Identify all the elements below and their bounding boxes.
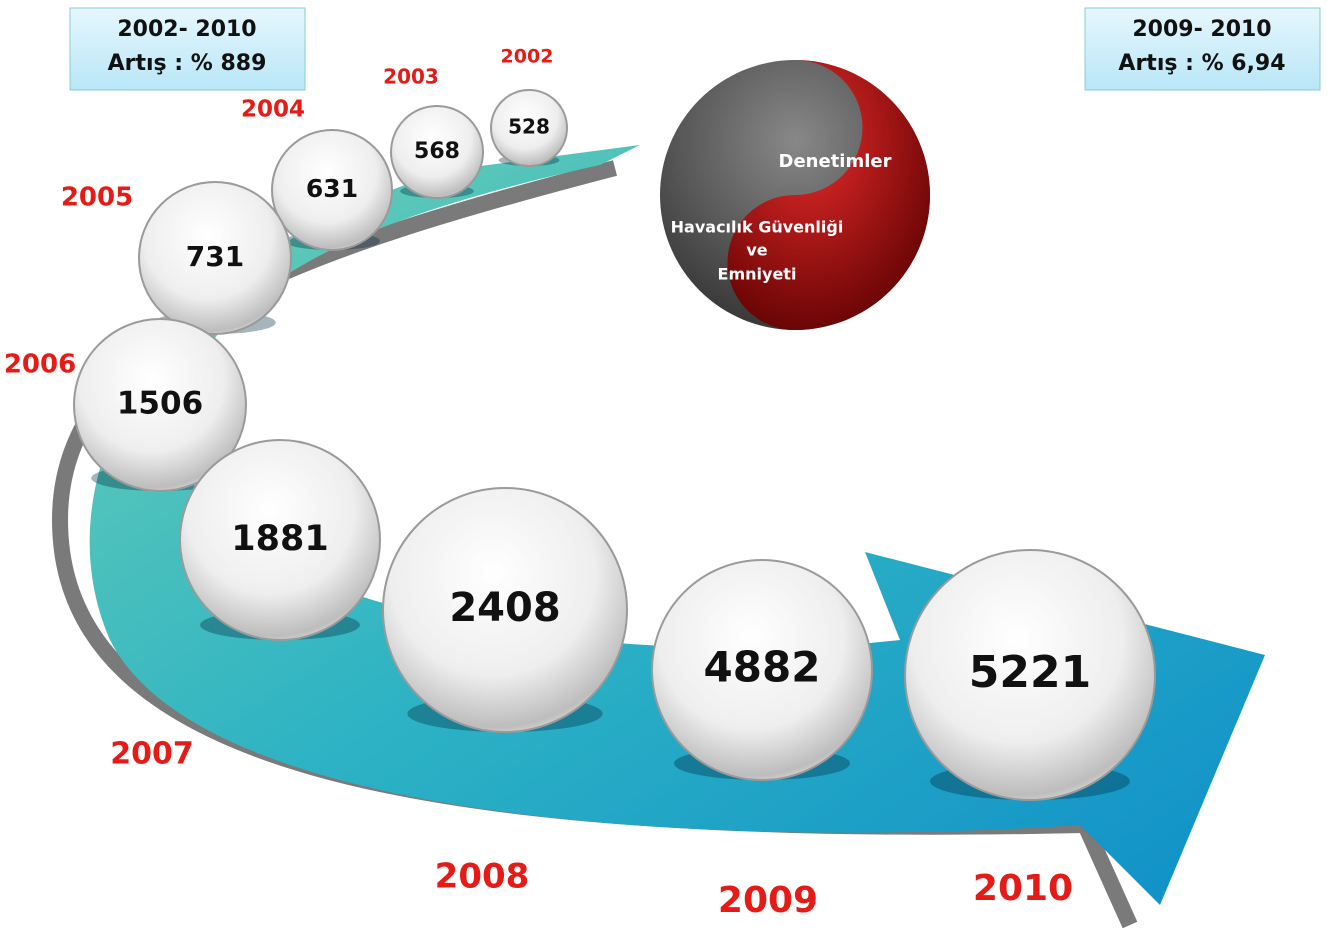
bubble-value: 568 <box>414 139 460 164</box>
box-text: Artış : % 6,94 <box>1118 51 1285 76</box>
year-label: 2004 <box>241 97 305 123</box>
bubble-value: 1506 <box>117 386 203 422</box>
emblem-text: Denetimler <box>779 151 892 172</box>
bubble <box>138 181 292 335</box>
year-label: 2002 <box>501 46 554 68</box>
bubble <box>73 318 247 492</box>
bubble <box>179 439 381 641</box>
bubble-value: 5221 <box>969 647 1091 698</box>
bubble <box>271 129 393 251</box>
emblem-text: Havacılık Güvenliği <box>671 218 844 237</box>
emblem-right <box>727 60 930 330</box>
box-text: Artış : % 889 <box>108 51 267 76</box>
box: 2009- 2010 Artış : % 6,94 <box>1084 7 1321 91</box>
year-label: 2006 <box>4 350 76 380</box>
box-bg <box>69 7 306 91</box>
bubble-value: 2408 <box>449 585 560 631</box>
bubble <box>382 487 628 733</box>
year-label: 2009 <box>718 880 818 921</box>
box-bg <box>1084 7 1321 91</box>
bubble <box>651 559 873 781</box>
box-text: 2009- 2010 <box>1132 17 1271 42</box>
box: 2002- 2010 Artış : % 889 <box>69 7 306 91</box>
bubble <box>904 549 1156 801</box>
bubble-value: 4882 <box>704 643 821 692</box>
emblem: Denetimler Havacılık Güvenliği ve Emniye… <box>660 60 930 330</box>
year-label: 2008 <box>435 857 530 897</box>
bubble <box>390 105 484 199</box>
emblem-text: ve <box>746 241 767 260</box>
bubble-value: 731 <box>186 240 244 273</box>
emblem-text: Emniyeti <box>718 265 797 284</box>
year-label: 2010 <box>973 868 1073 909</box>
bubble-value: 631 <box>306 174 358 203</box>
bubble-value: 1881 <box>231 519 328 559</box>
bubble-value: 528 <box>508 115 550 139</box>
year-label: 2005 <box>61 183 133 213</box>
bubble <box>490 89 568 167</box>
year-label: 2007 <box>110 737 194 772</box>
box-text: 2002- 2010 <box>117 17 256 42</box>
year-label: 2003 <box>383 65 439 89</box>
